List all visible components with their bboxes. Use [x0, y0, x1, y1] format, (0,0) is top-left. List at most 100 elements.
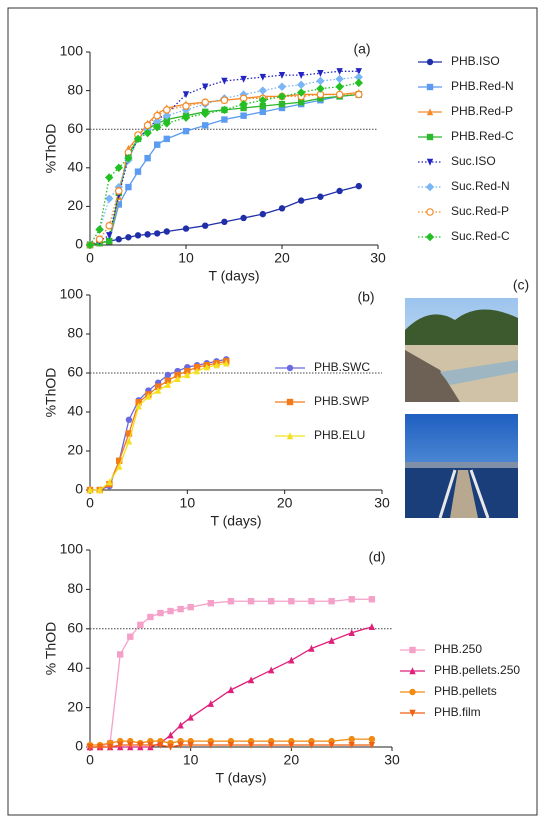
marker	[164, 381, 172, 388]
legend-marker	[286, 432, 294, 440]
marker	[95, 235, 104, 244]
marker	[96, 743, 104, 751]
marker	[258, 86, 267, 95]
y-tick-label: 80	[67, 81, 83, 97]
marker	[348, 741, 355, 749]
marker	[86, 486, 94, 494]
marker	[163, 228, 170, 235]
marker	[335, 74, 344, 84]
marker	[174, 375, 181, 383]
marker	[116, 457, 123, 464]
x-tick-label: 10	[178, 250, 194, 266]
marker	[308, 741, 315, 749]
marker	[247, 741, 255, 749]
marker	[317, 193, 324, 200]
legend-marker	[426, 208, 434, 216]
legend-label: PHB.pellets	[434, 684, 497, 698]
marker	[95, 225, 104, 234]
marker	[153, 117, 162, 126]
marker	[202, 83, 209, 91]
marker	[134, 168, 142, 175]
x-tick-label: 0	[86, 250, 94, 266]
marker	[223, 359, 230, 367]
marker	[221, 77, 228, 85]
panel-label: (b)	[357, 289, 374, 305]
marker	[187, 741, 194, 749]
marker	[134, 232, 142, 239]
x-tick-label: 10	[183, 752, 199, 768]
marker	[288, 598, 295, 605]
marker	[154, 383, 162, 390]
y-tick-label: 0	[75, 481, 83, 497]
marker	[105, 173, 114, 182]
x-tick-label: 20	[284, 752, 300, 768]
legend-marker	[426, 58, 434, 66]
legend-marker	[409, 688, 416, 696]
marker	[227, 741, 235, 749]
marker	[336, 187, 343, 195]
marker	[114, 163, 123, 172]
marker	[135, 399, 142, 406]
marker	[328, 741, 335, 749]
marker	[105, 194, 114, 203]
marker	[177, 721, 184, 729]
legend-label: Suc.Red-C	[451, 229, 510, 243]
marker	[167, 731, 174, 739]
marker	[288, 741, 295, 749]
marker	[240, 75, 247, 83]
marker	[297, 88, 306, 97]
marker	[106, 237, 113, 245]
y-tick-label: 60	[67, 120, 83, 136]
x-tick-label: 0	[86, 752, 94, 768]
marker	[207, 599, 214, 607]
marker	[317, 70, 324, 77]
x-tick-label: 30	[384, 752, 400, 768]
marker	[354, 90, 363, 99]
marker	[147, 741, 154, 749]
x-tick-label: 0	[86, 495, 94, 511]
y-axis-label: %ThOD	[43, 368, 59, 418]
marker	[182, 127, 190, 135]
marker	[154, 386, 162, 394]
x-tick-label: 30	[370, 250, 386, 266]
marker	[259, 210, 266, 218]
y-tick-label: 100	[60, 286, 84, 302]
legend-marker	[426, 108, 434, 116]
marker	[298, 71, 305, 79]
legend-marker	[426, 158, 434, 166]
marker	[268, 741, 275, 749]
legend-marker	[286, 398, 294, 406]
marker	[368, 741, 376, 749]
marker	[247, 598, 255, 605]
panel-label: (a)	[353, 41, 370, 57]
marker	[193, 367, 201, 375]
marker	[116, 462, 123, 470]
marker	[277, 82, 287, 91]
marker	[125, 183, 132, 191]
y-tick-label: 40	[67, 403, 83, 419]
legend-label: Suc.Red-P	[451, 204, 509, 218]
marker	[308, 598, 315, 605]
marker	[348, 629, 355, 636]
marker	[258, 96, 267, 105]
marker	[316, 84, 325, 93]
marker	[328, 598, 335, 605]
marker	[239, 99, 248, 109]
marker	[227, 598, 235, 605]
marker	[201, 109, 210, 118]
marker	[328, 636, 335, 644]
legend-label: PHB.SWP	[314, 394, 369, 408]
y-tick-label: 100	[60, 43, 84, 59]
marker	[133, 134, 143, 144]
marker	[162, 119, 171, 128]
marker	[106, 232, 113, 240]
legend-label: PHB.Red-P	[451, 104, 513, 118]
marker	[221, 218, 228, 226]
marker	[227, 686, 235, 694]
marker	[297, 80, 306, 90]
marker	[147, 613, 154, 621]
marker	[144, 154, 151, 162]
x-axis-label: T (days)	[215, 770, 266, 786]
